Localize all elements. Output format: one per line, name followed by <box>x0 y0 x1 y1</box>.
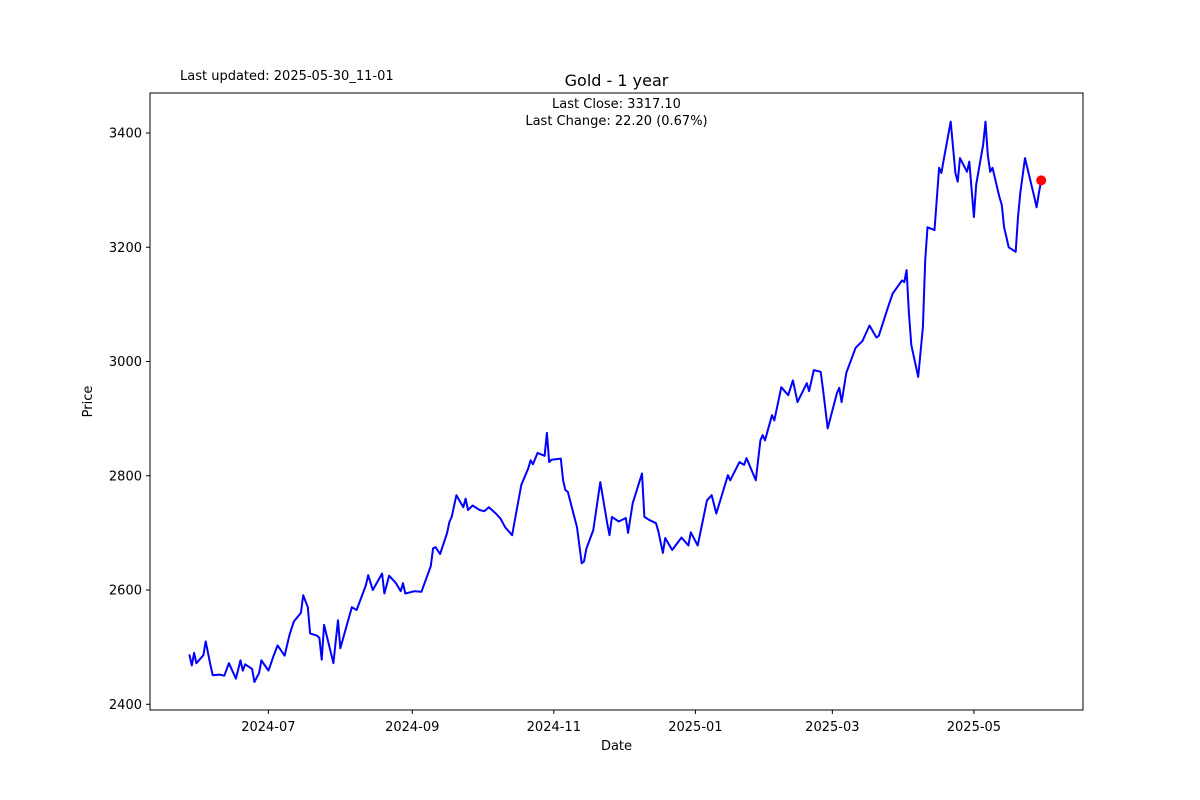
x-tick-label: 2025-05 <box>947 720 1001 735</box>
y-tick-label: 3000 <box>109 355 142 370</box>
x-tick-label: 2025-01 <box>668 720 722 735</box>
x-tick-label: 2024-11 <box>527 720 581 735</box>
last-price-annotation: Last Close: 3317.10 Last Change: 22.20 (… <box>150 96 1083 130</box>
x-tick-label: 2025-03 <box>805 720 859 735</box>
x-tick-label: 2024-09 <box>385 720 439 735</box>
y-tick-label: 2400 <box>109 698 142 713</box>
last-price-marker <box>1036 175 1047 186</box>
last-change-text: Last Change: 22.20 (0.67%) <box>525 114 708 129</box>
x-tick-label: 2024-07 <box>241 720 295 735</box>
chart-title: Gold - 1 year <box>564 71 669 90</box>
y-axis-label: Price <box>81 386 96 418</box>
x-axis-label: Date <box>601 739 632 754</box>
y-tick-label: 2800 <box>109 469 142 484</box>
y-tick-label: 2600 <box>109 584 142 599</box>
last-updated-text: Last updated: 2025-05-30_11-01 <box>180 69 394 84</box>
price-line <box>188 120 1043 683</box>
y-tick-label: 3200 <box>109 241 142 256</box>
y-tick-label: 3400 <box>109 126 142 141</box>
last-close-text: Last Close: 3317.10 <box>552 97 681 112</box>
plot-border <box>149 92 1084 711</box>
